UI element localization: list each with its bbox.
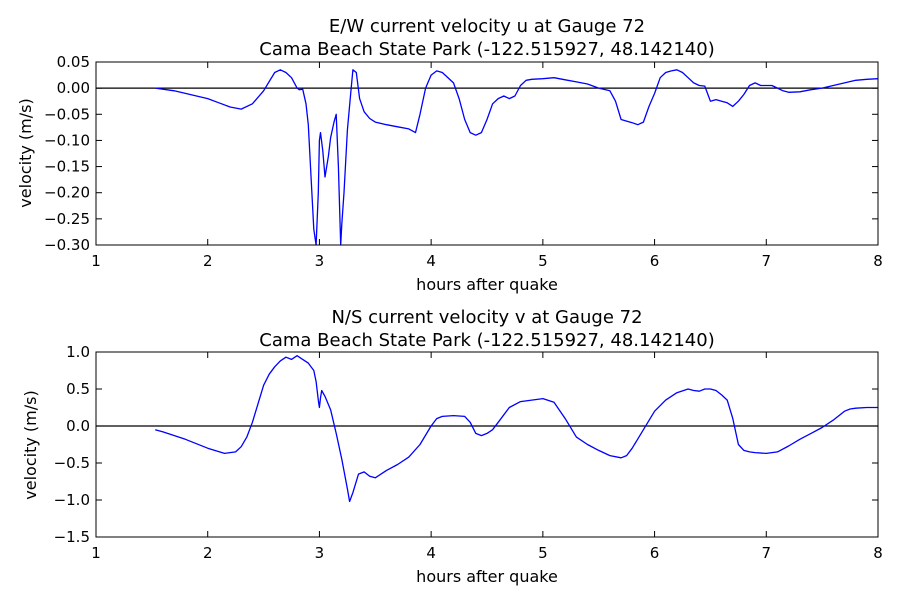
top-x-tick-label: 8 [873,252,883,270]
bottom-y-axis-ticks: 1.0 0.5 0.0 −0.5 −1.0 −1.5 [54,343,878,546]
top-subtitle: Cama Beach State Park (-122.515927, 48.1… [259,39,714,60]
top-x-tick-label: 3 [315,252,325,270]
top-panel: E/W current velocity u at Gauge 72 Cama … [16,16,883,294]
top-x-tick-label: 4 [426,252,436,270]
bottom-y-axis-label: velocity (m/s) [21,390,40,499]
bottom-plot-frame [95,351,879,538]
top-y-axis-label: velocity (m/s) [16,98,35,207]
bottom-x-tick-label: 6 [650,544,660,562]
bottom-y-tick-label: −0.5 [54,454,90,472]
bottom-panel: N/S current velocity v at Gauge 72 Cama … [21,307,883,586]
top-y-axis-ticks: 0.05 0.00 −0.05 −0.10 −0.15 −0.20 −0.25 −0.30 [44,53,878,254]
bottom-y-tick-label: −1.0 [54,491,90,509]
top-x-tick-label: 2 [203,252,213,270]
top-x-tick-label: 5 [538,252,548,270]
bottom-y-tick-label: 1.0 [66,343,90,361]
top-x-axis-label: hours after quake [416,275,558,294]
top-y-tick-label: −0.05 [44,105,90,123]
bottom-title: N/S current velocity v at Gauge 72 [331,307,642,328]
top-plot-frame [95,61,879,246]
bottom-y-tick-label: 0.0 [66,417,90,435]
top-y-tick-label: 0.05 [57,53,90,71]
bottom-x-axis-ticks: 1 2 3 4 5 6 7 8 [91,352,883,562]
bottom-x-axis-label: hours after quake [416,567,558,586]
bottom-x-tick-label: 7 [762,544,772,562]
bottom-x-tick-label: 4 [426,544,436,562]
bottom-series-line [155,355,878,503]
top-x-tick-label: 6 [650,252,660,270]
bottom-y-tick-label: 0.5 [66,380,90,398]
top-y-tick-label: −0.10 [44,131,90,149]
bottom-subtitle: Cama Beach State Park (-122.515927, 48.1… [259,330,714,351]
top-series-line [155,69,879,246]
top-x-tick-label: 1 [91,252,101,270]
bottom-x-tick-label: 2 [203,544,213,562]
bottom-series-0 [155,355,878,503]
bottom-y-tick-label: −1.5 [54,528,90,546]
bottom-x-tick-label: 5 [538,544,548,562]
top-y-tick-label: −0.15 [44,158,90,176]
top-y-tick-label: −0.20 [44,184,90,202]
top-y-tick-label: −0.25 [44,210,90,228]
bottom-x-tick-label: 3 [315,544,325,562]
bottom-x-tick-label: 1 [91,544,101,562]
top-y-tick-label: 0.00 [57,79,90,97]
top-x-tick-label: 7 [762,252,772,270]
bottom-x-tick-label: 8 [873,544,883,562]
top-title: E/W current velocity u at Gauge 72 [329,16,645,37]
top-y-tick-label: −0.30 [44,236,90,254]
top-x-axis-ticks: 1 2 3 4 5 6 7 8 [91,62,883,270]
top-series-0 [155,69,879,246]
